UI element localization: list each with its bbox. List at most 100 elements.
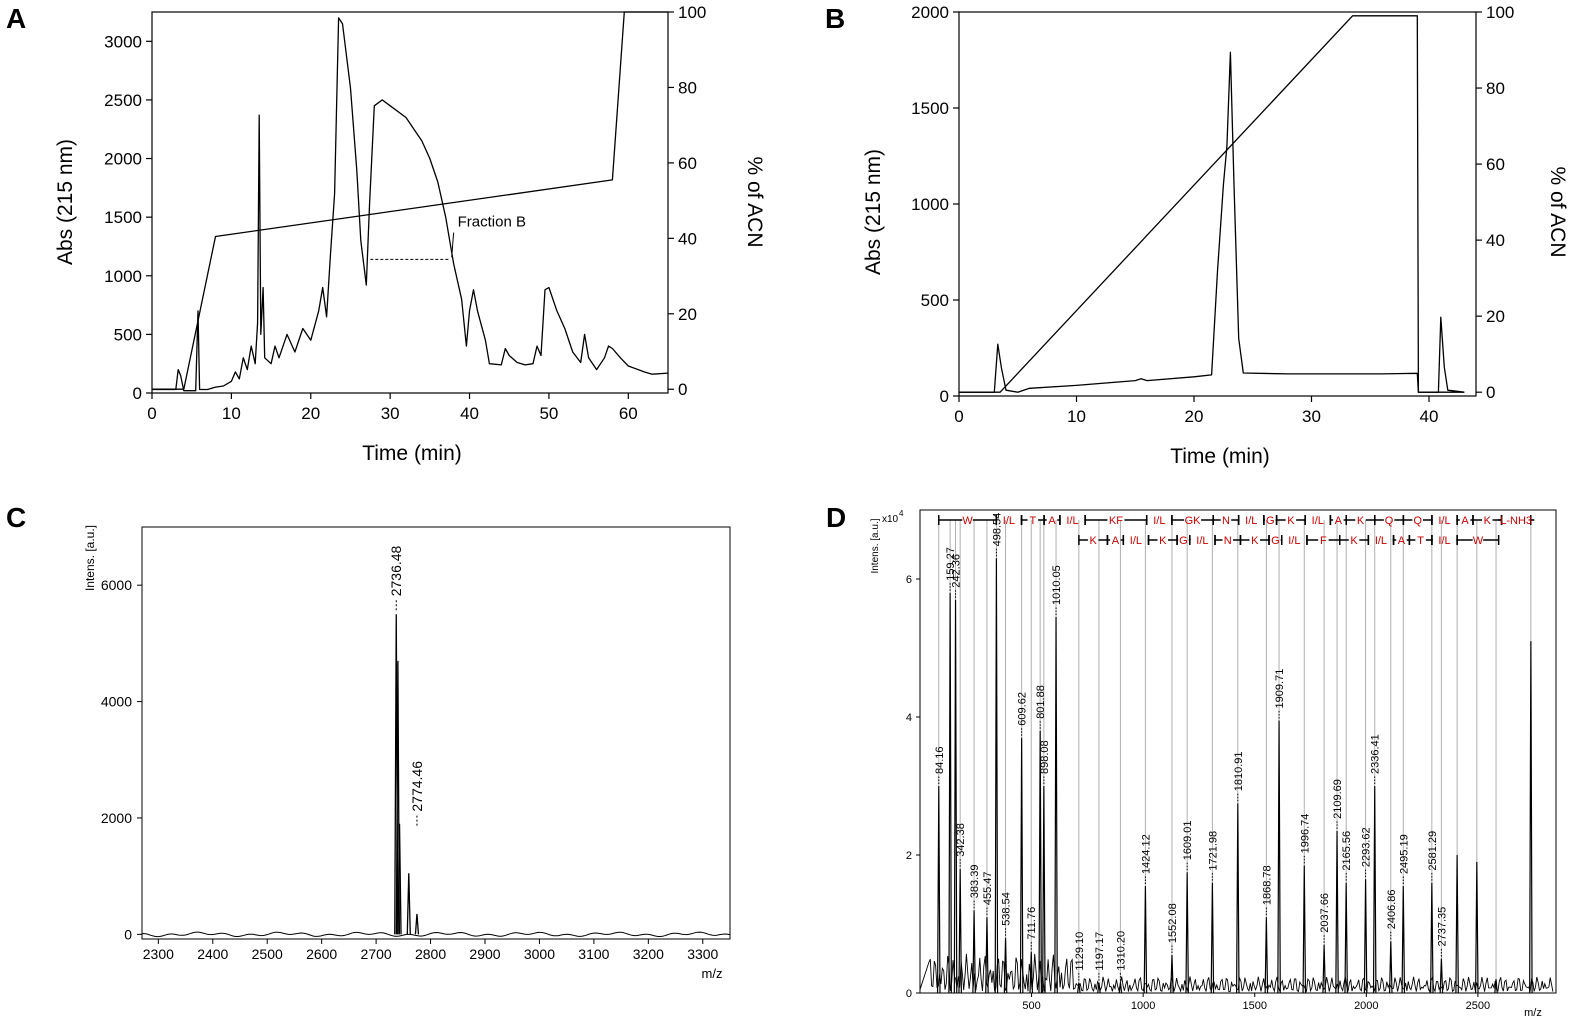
y-axis-label: Intens. [a.u.] bbox=[83, 525, 97, 591]
x-tick-label: 10 bbox=[222, 404, 241, 423]
y2-tick-label: 40 bbox=[678, 229, 697, 248]
x-tick-label: 50 bbox=[539, 404, 558, 423]
spectrum-peak bbox=[1077, 982, 1081, 994]
absorbance-trace bbox=[959, 51, 1465, 393]
peak-label: 342.38 bbox=[955, 823, 967, 857]
spectrum-peak bbox=[1475, 861, 1479, 994]
spectrum-peak bbox=[406, 873, 411, 935]
sequence-residue: K bbox=[1089, 535, 1097, 547]
sequence-residue: W bbox=[962, 515, 973, 527]
sequence-residue: N bbox=[1224, 535, 1232, 547]
y-tick-label: 0 bbox=[124, 926, 132, 942]
x-tick-label: 30 bbox=[381, 404, 400, 423]
sequence-residue: G bbox=[1266, 515, 1275, 527]
x-tick-label: 20 bbox=[301, 404, 320, 423]
panel-a: A 0 10 20 30 40 50 60 0 500 1000 1500 2000 2500 3000 0 2… bbox=[6, 3, 766, 465]
x-tick-label: 2600 bbox=[306, 946, 337, 962]
panel-b: B 0 10 20 30 40 0 500 1000 1500 2000 0 20 40 60 80 100 Ti… bbox=[825, 3, 1569, 468]
x-tick-label: 3300 bbox=[687, 946, 718, 962]
spectrum-peak bbox=[1344, 882, 1348, 994]
y2-tick-label: 0 bbox=[1486, 383, 1495, 402]
sequence-residue: GK bbox=[1185, 515, 1202, 527]
x-tick-label: 0 bbox=[147, 404, 156, 423]
x-tick-label: 3200 bbox=[633, 946, 664, 962]
spectrum-peak bbox=[1302, 865, 1307, 994]
spectrum-peak bbox=[1236, 803, 1240, 994]
sequence-residue: Q bbox=[1385, 515, 1394, 527]
panel-letter: B bbox=[825, 3, 845, 34]
sequence-residue: T bbox=[1417, 535, 1424, 547]
sequence-residue: I/L bbox=[1130, 535, 1142, 547]
y-tick-label: 2000 bbox=[101, 810, 132, 826]
peak-label: 2109.69 bbox=[1332, 779, 1344, 819]
spectrum-peak bbox=[1372, 785, 1377, 994]
x-tick-label: 10 bbox=[1067, 407, 1086, 426]
sequence-residue: Q bbox=[1413, 515, 1422, 527]
peak-label: 1868.78 bbox=[1261, 865, 1273, 905]
sequence-residue: A bbox=[1461, 515, 1469, 527]
spectrum-peak bbox=[948, 592, 952, 994]
sequence-residue: KF bbox=[1109, 515, 1123, 527]
spectrum-peak bbox=[1003, 937, 1008, 994]
spectrum-peak bbox=[1335, 830, 1339, 994]
sequence-residue: I/L bbox=[1288, 535, 1300, 547]
y-tick-label: 3000 bbox=[104, 32, 142, 51]
x-tick-label: 30 bbox=[1302, 407, 1321, 426]
sequence-residue: W bbox=[1473, 535, 1484, 547]
x-tick-label: 60 bbox=[619, 404, 638, 423]
plot-frame bbox=[958, 11, 1477, 397]
y-tick-label: 0 bbox=[940, 387, 949, 406]
sequence-residue: K bbox=[1287, 515, 1295, 527]
y-tick-label: 0 bbox=[906, 988, 912, 1000]
y-tick-label: 500 bbox=[114, 325, 142, 344]
y-tick-label: 1000 bbox=[911, 195, 949, 214]
y-tick-label: 500 bbox=[921, 291, 949, 310]
fraction-b-label: Fraction B bbox=[458, 214, 526, 231]
peak-label: 1424.12 bbox=[1140, 834, 1152, 874]
panel-c: C 2300 2400 2500 2600 2700 2800 2900 3000 3100 320… bbox=[6, 502, 731, 981]
y-tick-label: 2 bbox=[906, 850, 912, 862]
spectrum-peak bbox=[397, 823, 402, 935]
sequence-residue: I/L bbox=[1438, 515, 1450, 527]
x-tick-label: 2800 bbox=[415, 946, 446, 962]
peak-label: 2037.66 bbox=[1319, 893, 1331, 933]
y-axis-label: Intens. [a.u.] bbox=[870, 518, 881, 573]
peak-label: 242.36 bbox=[951, 554, 963, 588]
peak-label: 538.54 bbox=[1001, 892, 1013, 926]
peak-label: 2293.62 bbox=[1361, 827, 1373, 867]
peak-label: 1721.98 bbox=[1207, 831, 1219, 871]
peak-label: 159.27 bbox=[945, 547, 957, 581]
sequence-residue: N bbox=[1222, 515, 1230, 527]
x-tick-label: 2900 bbox=[469, 946, 500, 962]
x-axis-label: m/z bbox=[1524, 1007, 1542, 1019]
y-tick-label: 1500 bbox=[911, 99, 949, 118]
sequence-residue: A bbox=[1112, 535, 1120, 547]
sequence-residue: F bbox=[1320, 535, 1327, 547]
sequence-residue: K bbox=[1251, 535, 1259, 547]
peak-label: 1609.01 bbox=[1182, 820, 1194, 860]
y2-tick-label: 100 bbox=[678, 3, 706, 22]
sequence-residue: T bbox=[1029, 515, 1036, 527]
peak-label: 2736.48 bbox=[388, 545, 404, 596]
x-tick-label: 20 bbox=[1185, 407, 1204, 426]
spectrum-peak bbox=[994, 558, 999, 994]
spectrum-peak bbox=[936, 785, 941, 994]
y-tick-label: 2500 bbox=[104, 91, 142, 110]
spectrum-peak bbox=[414, 913, 420, 935]
spectrum-peak bbox=[1322, 944, 1326, 994]
y2-tick-label: 60 bbox=[678, 154, 697, 173]
peak-label: 2165.56 bbox=[1341, 831, 1353, 871]
sequence-residue: K bbox=[1484, 515, 1492, 527]
y2-tick-label: 60 bbox=[1486, 155, 1505, 174]
sequence-residue: K bbox=[1350, 535, 1358, 547]
peak-label: 2737.35 bbox=[1436, 907, 1448, 947]
sequence-residue: A bbox=[1398, 535, 1406, 547]
peak-label: 2495.19 bbox=[1398, 834, 1410, 874]
sequence-residue: G bbox=[1179, 535, 1188, 547]
y2-tick-label: 100 bbox=[1486, 3, 1514, 22]
spectrum-peak bbox=[1042, 785, 1046, 994]
sequence-residue: A bbox=[1048, 515, 1056, 527]
sequence-residue: I/L bbox=[1003, 515, 1015, 527]
spectrum-peak bbox=[1529, 641, 1533, 994]
y-axis-label: Abs (215 nm) bbox=[862, 149, 885, 275]
